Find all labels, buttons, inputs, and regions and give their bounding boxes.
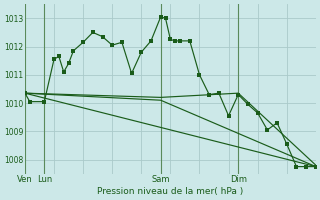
- X-axis label: Pression niveau de la mer( hPa ): Pression niveau de la mer( hPa ): [97, 187, 244, 196]
